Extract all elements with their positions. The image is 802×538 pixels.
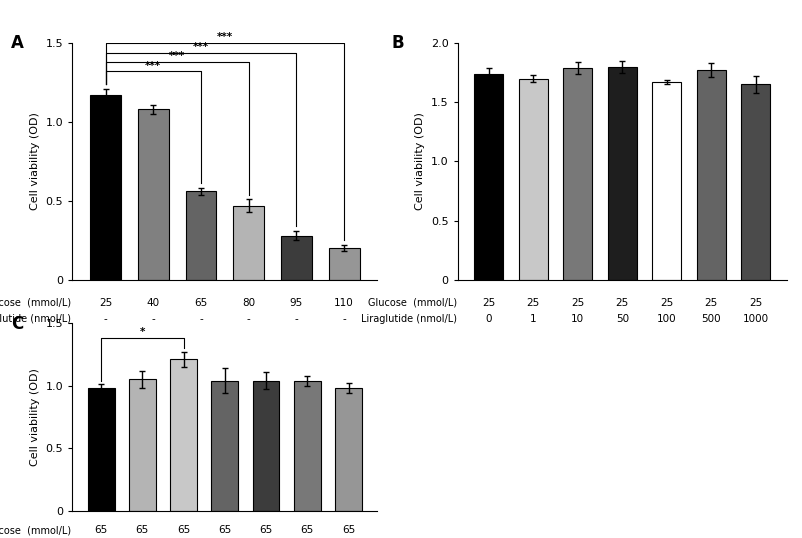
Text: 25: 25 (704, 298, 717, 308)
Bar (90, 95, 121, 280)
Text: -: - (246, 314, 250, 324)
Text: -: - (152, 314, 155, 324)
Text: 65: 65 (218, 525, 231, 535)
Text: 65: 65 (176, 525, 190, 535)
Text: 1000: 1000 (742, 314, 768, 324)
Text: Glucose  (mmol/L): Glucose (mmol/L) (0, 525, 71, 535)
Y-axis label: Cell viability (OD): Cell viability (OD) (415, 112, 425, 210)
Y-axis label: Cell viability (OD): Cell viability (OD) (30, 368, 40, 466)
Y-axis label: Cell viability (OD): Cell viability (OD) (30, 112, 40, 210)
Text: 95: 95 (290, 298, 302, 308)
Text: C: C (11, 315, 23, 333)
Text: -: - (103, 314, 107, 324)
Bar (607, 67, 636, 280)
Bar (129, 379, 156, 511)
Text: 65: 65 (194, 298, 208, 308)
Text: 110: 110 (334, 298, 354, 308)
Bar (211, 380, 238, 511)
Text: 25: 25 (526, 298, 539, 308)
Text: 0: 0 (485, 314, 492, 324)
Text: 10: 10 (570, 314, 584, 324)
Bar (233, 206, 264, 280)
Bar (518, 79, 547, 280)
Text: 25: 25 (659, 298, 673, 308)
Bar (651, 82, 680, 280)
Bar (334, 388, 362, 511)
Bar (87, 388, 115, 511)
Bar (138, 109, 168, 280)
Text: 65: 65 (259, 525, 273, 535)
Text: Liraglutide (nmol/L): Liraglutide (nmol/L) (0, 314, 71, 324)
Bar (185, 192, 217, 280)
Text: -: - (294, 314, 298, 324)
Text: 25: 25 (99, 298, 112, 308)
Text: Glucose  (mmol/L): Glucose (mmol/L) (367, 298, 456, 308)
Text: 65: 65 (95, 525, 107, 535)
Text: 100: 100 (656, 314, 676, 324)
Text: ***: *** (192, 42, 209, 52)
Bar (170, 359, 196, 511)
Bar (474, 74, 503, 280)
Text: Liraglutide (nmol/L): Liraglutide (nmol/L) (360, 314, 456, 324)
Bar (328, 248, 359, 280)
Text: 25: 25 (482, 298, 495, 308)
Text: 40: 40 (147, 298, 160, 308)
Text: *: * (140, 327, 145, 337)
Text: 1: 1 (529, 314, 536, 324)
Text: 65: 65 (300, 525, 314, 535)
Text: -: - (342, 314, 346, 324)
Text: 65: 65 (342, 525, 354, 535)
Text: ***: *** (145, 61, 161, 70)
Bar (696, 70, 725, 280)
Bar (253, 380, 279, 511)
Bar (563, 68, 592, 280)
Text: 80: 80 (242, 298, 255, 308)
Text: A: A (11, 33, 24, 52)
Text: 25: 25 (748, 298, 761, 308)
Text: 50: 50 (615, 314, 628, 324)
Text: 25: 25 (615, 298, 628, 308)
Text: 500: 500 (701, 314, 720, 324)
Text: B: B (391, 33, 404, 52)
Bar (294, 380, 320, 511)
Text: -: - (199, 314, 203, 324)
Text: 65: 65 (136, 525, 149, 535)
Text: ***: *** (217, 32, 233, 43)
Text: 25: 25 (570, 298, 584, 308)
Text: ***: *** (169, 51, 185, 61)
Text: Glucose  (mmol/L): Glucose (mmol/L) (0, 298, 71, 308)
Bar (740, 84, 769, 280)
Bar (281, 236, 311, 280)
